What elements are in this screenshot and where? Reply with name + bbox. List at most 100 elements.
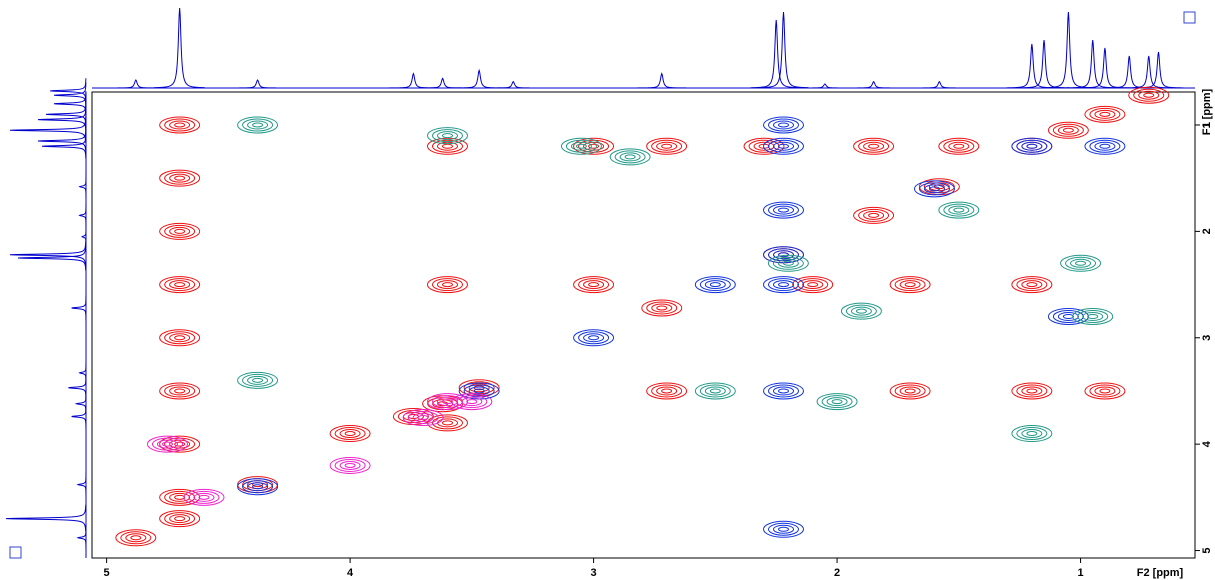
left-projection-peak bbox=[76, 472, 87, 498]
contour bbox=[1065, 256, 1097, 270]
left-projection-peak bbox=[9, 240, 87, 268]
contour bbox=[174, 228, 186, 234]
contour bbox=[164, 384, 196, 398]
top-projection-peak bbox=[232, 79, 283, 89]
contour bbox=[661, 388, 673, 394]
left-projection-peak bbox=[78, 202, 87, 228]
contour bbox=[456, 395, 488, 409]
contour bbox=[1089, 384, 1121, 398]
corner-box bbox=[9, 546, 22, 559]
contour bbox=[802, 280, 824, 290]
left-projection-peak bbox=[53, 82, 87, 108]
contour bbox=[1089, 107, 1121, 121]
contour bbox=[889, 276, 931, 294]
contour bbox=[334, 427, 366, 441]
contour bbox=[164, 224, 196, 238]
contour bbox=[1016, 384, 1048, 398]
contour bbox=[709, 388, 721, 394]
contour bbox=[855, 308, 867, 314]
contour bbox=[1099, 111, 1111, 117]
contour bbox=[426, 276, 468, 294]
contour bbox=[763, 137, 805, 155]
contour bbox=[792, 276, 834, 294]
contour bbox=[441, 133, 453, 139]
contour bbox=[161, 441, 173, 447]
contour bbox=[763, 520, 805, 538]
contour bbox=[773, 386, 795, 396]
contour bbox=[466, 399, 478, 405]
contour bbox=[768, 139, 800, 153]
top-projection-peak bbox=[636, 72, 687, 89]
x-tick-label: 1 bbox=[1077, 567, 1083, 579]
contour bbox=[904, 282, 916, 288]
contour bbox=[763, 116, 805, 134]
contour bbox=[334, 458, 366, 472]
contour bbox=[174, 441, 186, 447]
contour bbox=[174, 388, 186, 394]
contour bbox=[164, 171, 196, 185]
contour bbox=[763, 201, 805, 219]
contour bbox=[169, 386, 191, 396]
top-projection-peak bbox=[1018, 39, 1070, 89]
left-projection-peak bbox=[68, 375, 87, 401]
contour bbox=[458, 379, 500, 397]
contour bbox=[169, 514, 191, 524]
contour bbox=[938, 137, 980, 155]
contour bbox=[773, 250, 795, 260]
contour bbox=[237, 478, 279, 496]
contour bbox=[164, 278, 196, 292]
y-tick-label: 4 bbox=[1201, 440, 1213, 447]
top-projection-peak bbox=[487, 80, 539, 89]
contour bbox=[858, 139, 890, 153]
contour bbox=[1133, 88, 1165, 102]
contour bbox=[768, 278, 800, 292]
contour bbox=[868, 143, 880, 149]
left-projection-peak bbox=[78, 174, 87, 200]
contour bbox=[174, 516, 186, 522]
contour bbox=[694, 276, 736, 294]
contour bbox=[948, 205, 970, 215]
contour bbox=[159, 329, 201, 347]
contour bbox=[899, 386, 921, 396]
contour bbox=[344, 431, 356, 437]
contour bbox=[565, 139, 597, 153]
contour bbox=[198, 494, 210, 500]
top-projection-peak bbox=[1079, 47, 1130, 89]
left-projection-peak bbox=[49, 78, 87, 104]
contour bbox=[426, 137, 468, 155]
contour bbox=[578, 278, 610, 292]
top-projection-peak bbox=[110, 79, 161, 89]
left-projection-peak bbox=[71, 403, 87, 430]
contour bbox=[329, 425, 371, 443]
contour bbox=[899, 280, 921, 290]
contour bbox=[252, 377, 264, 383]
contour bbox=[1016, 427, 1048, 441]
contour bbox=[159, 222, 201, 240]
top-projection-peak bbox=[417, 77, 468, 89]
contour bbox=[1021, 429, 1043, 439]
contour bbox=[918, 182, 950, 196]
contour bbox=[816, 393, 858, 411]
left-projection-peak bbox=[37, 106, 87, 133]
contour bbox=[763, 382, 805, 400]
contour bbox=[1094, 109, 1116, 119]
contour bbox=[894, 278, 926, 292]
contour bbox=[928, 186, 940, 192]
contour bbox=[619, 152, 641, 162]
contour bbox=[1070, 258, 1092, 268]
x-tick-label: 2 bbox=[834, 567, 840, 579]
contour bbox=[573, 329, 615, 347]
contour bbox=[646, 137, 688, 155]
y-tick-label: 3 bbox=[1201, 335, 1213, 341]
plot-frame bbox=[91, 91, 1196, 559]
top-projection-peak bbox=[453, 68, 505, 89]
contour bbox=[778, 122, 790, 128]
top-projection-peak bbox=[848, 80, 899, 89]
left-projection-peak bbox=[37, 128, 87, 154]
contour bbox=[174, 175, 186, 181]
contour bbox=[1021, 386, 1043, 396]
contour bbox=[863, 210, 885, 220]
contour bbox=[858, 208, 890, 222]
top-projection-peak bbox=[387, 72, 439, 89]
contour bbox=[156, 439, 178, 449]
